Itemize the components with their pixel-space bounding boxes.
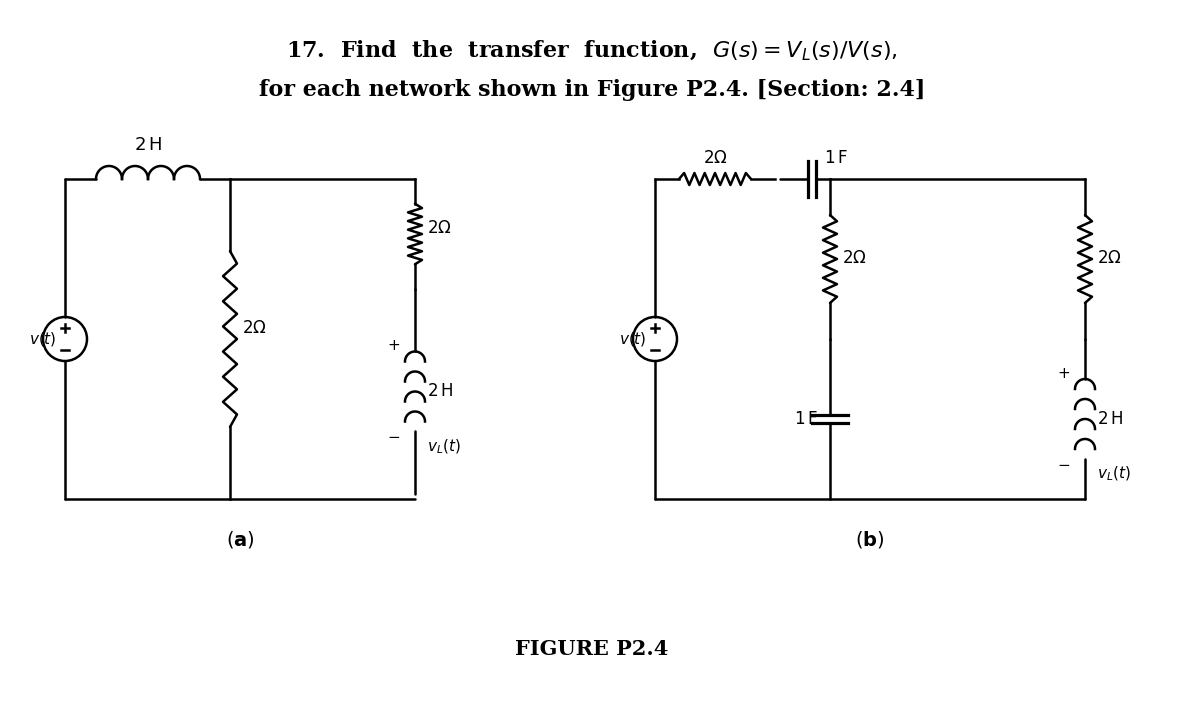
Text: $-$: $-$ xyxy=(387,429,400,444)
Text: $2\Omega$: $2\Omega$ xyxy=(427,220,452,237)
Text: $v(t)$: $v(t)$ xyxy=(619,330,646,348)
Text: $(\mathbf{a})$: $(\mathbf{a})$ xyxy=(226,529,255,550)
Text: $2\Omega$: $2\Omega$ xyxy=(1098,251,1121,268)
Text: $v_L(t)$: $v_L(t)$ xyxy=(1098,465,1131,483)
Text: $v_L(t)$: $v_L(t)$ xyxy=(427,437,461,455)
Text: $2\,\mathrm{H}$: $2\,\mathrm{H}$ xyxy=(427,383,453,400)
Text: $2\,\mathrm{H}$: $2\,\mathrm{H}$ xyxy=(134,136,162,154)
Text: $2\Omega$: $2\Omega$ xyxy=(702,150,727,167)
Text: $-$: $-$ xyxy=(1057,457,1070,471)
Text: $(\mathbf{b})$: $(\mathbf{b})$ xyxy=(855,529,884,550)
Text: $2\Omega$: $2\Omega$ xyxy=(842,251,867,268)
Text: $v(t)$: $v(t)$ xyxy=(30,330,57,348)
Text: $+$: $+$ xyxy=(1057,367,1070,381)
Text: $1\,\mathrm{F}$: $1\,\mathrm{F}$ xyxy=(794,410,818,427)
Text: for each network shown in Figure P2.4. [Section: 2.4]: for each network shown in Figure P2.4. [… xyxy=(259,79,925,101)
Text: $1\,\mathrm{F}$: $1\,\mathrm{F}$ xyxy=(824,150,848,167)
Text: FIGURE P2.4: FIGURE P2.4 xyxy=(515,639,669,659)
Text: $2\Omega$: $2\Omega$ xyxy=(242,320,266,337)
Text: 17.  Find  the  transfer  function,  $G(s) = V_L(s)/V(s),$: 17. Find the transfer function, $G(s) = … xyxy=(287,39,897,63)
Text: $2\,\mathrm{H}$: $2\,\mathrm{H}$ xyxy=(1098,410,1124,427)
Text: $+$: $+$ xyxy=(387,339,400,353)
